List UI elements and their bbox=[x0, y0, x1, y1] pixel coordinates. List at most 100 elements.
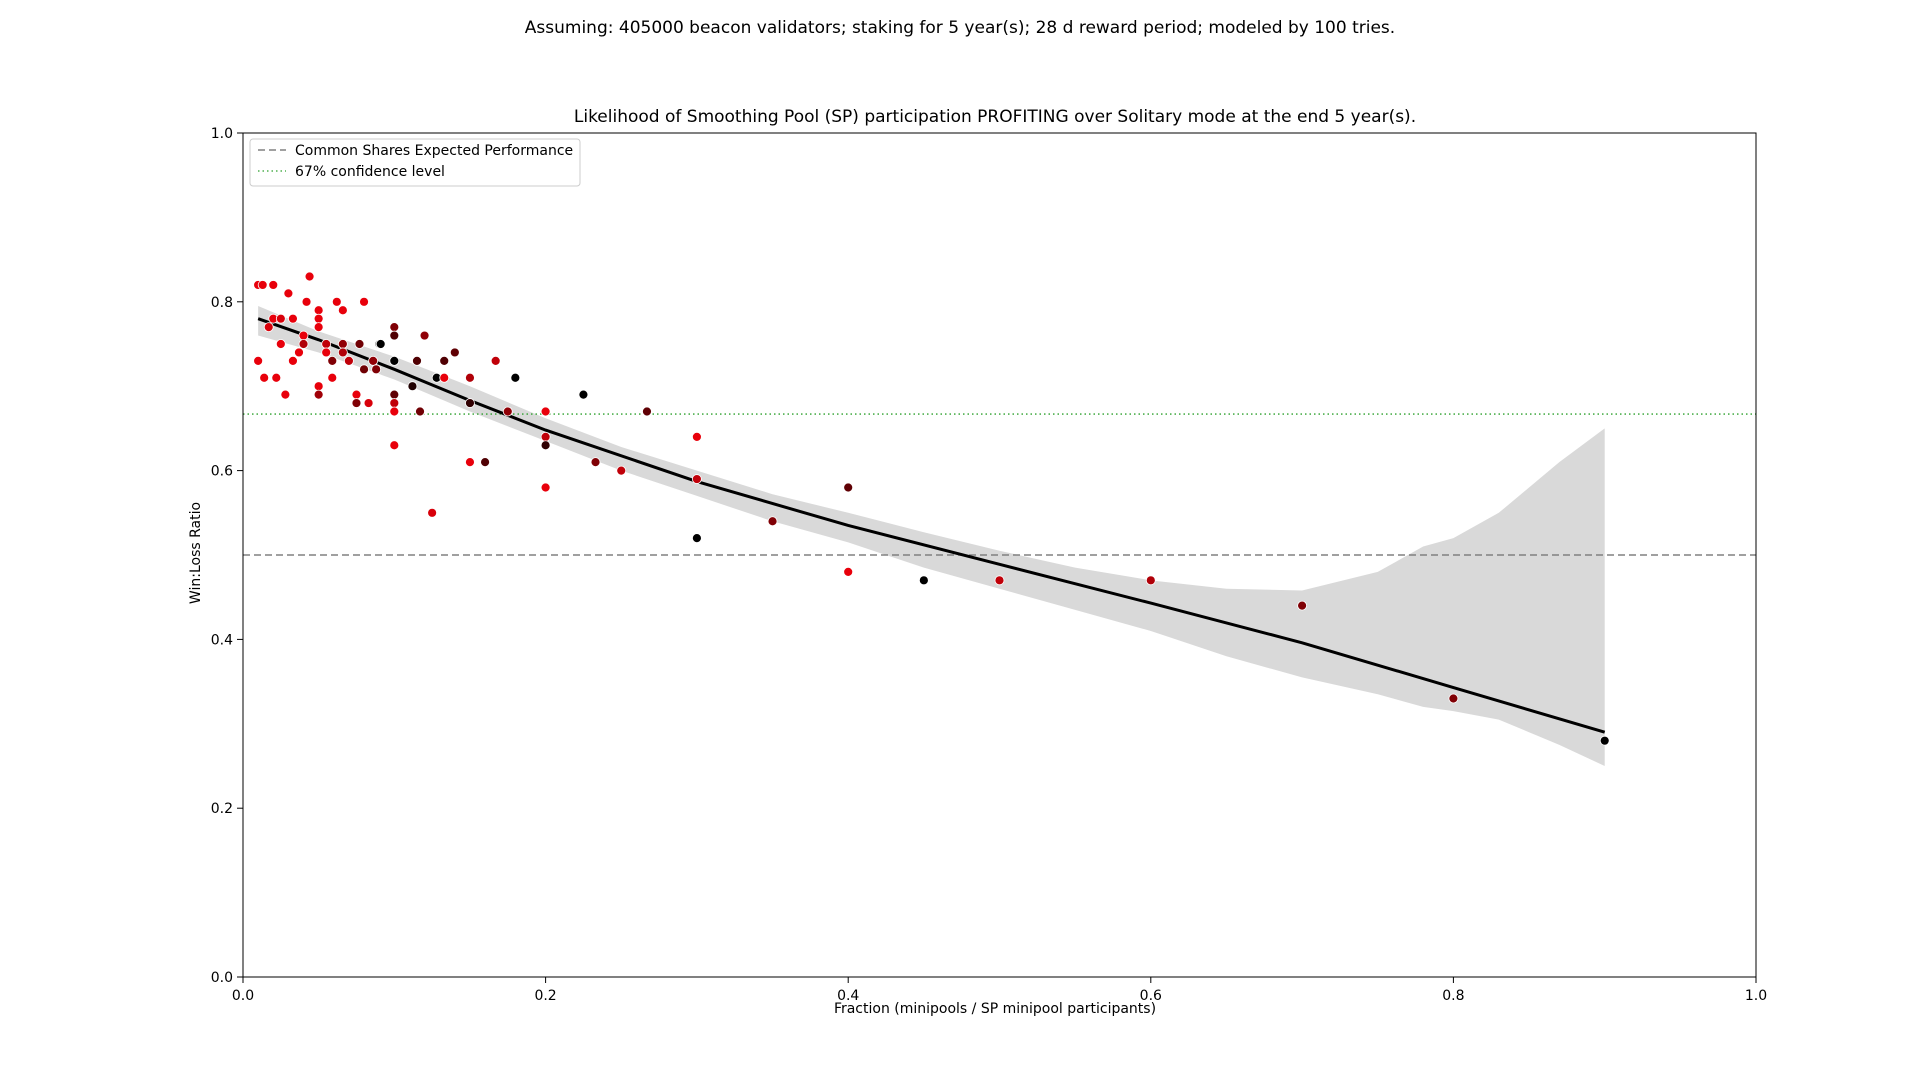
data-point bbox=[371, 364, 382, 375]
data-point bbox=[288, 355, 298, 366]
confidence-band bbox=[258, 306, 1605, 766]
plot-area-frame bbox=[242, 132, 1757, 978]
data-point bbox=[490, 355, 501, 366]
y-tick-label: 0.8 bbox=[211, 295, 233, 311]
data-point bbox=[298, 339, 309, 349]
data-point bbox=[351, 389, 362, 400]
data-point bbox=[327, 372, 338, 383]
x-tick-label: 1.0 bbox=[1745, 988, 1767, 1004]
data-point bbox=[313, 313, 324, 324]
data-point bbox=[994, 575, 1005, 586]
data-point bbox=[253, 355, 264, 366]
data-point bbox=[642, 406, 652, 417]
data-point bbox=[375, 339, 386, 349]
data-point bbox=[843, 566, 854, 577]
data-point bbox=[294, 347, 304, 358]
data-point bbox=[351, 398, 362, 408]
data-point bbox=[389, 322, 400, 333]
data-point bbox=[1145, 575, 1156, 586]
data-point bbox=[257, 280, 268, 290]
data-point bbox=[1599, 735, 1610, 746]
x-tick-label: 0.6 bbox=[1140, 988, 1162, 1004]
data-point bbox=[427, 507, 438, 518]
data-point bbox=[363, 398, 374, 408]
data-point bbox=[439, 355, 450, 366]
y-tick-label: 1.0 bbox=[211, 126, 233, 142]
x-tick-label: 0.0 bbox=[232, 988, 254, 1004]
data-point bbox=[616, 465, 627, 476]
data-point bbox=[465, 398, 475, 408]
data-point bbox=[389, 330, 400, 341]
confidence-band-layer bbox=[258, 306, 1605, 766]
data-point bbox=[298, 330, 309, 341]
data-point bbox=[321, 339, 332, 349]
y-tick-label: 0.4 bbox=[211, 632, 233, 648]
data-point bbox=[540, 482, 551, 493]
data-point bbox=[313, 381, 324, 392]
points-layer bbox=[253, 271, 1610, 746]
data-point bbox=[283, 288, 294, 299]
data-point bbox=[389, 389, 400, 400]
data-point bbox=[389, 355, 400, 366]
x-tick-label: 0.4 bbox=[837, 988, 859, 1004]
data-point bbox=[271, 372, 282, 383]
data-point bbox=[692, 533, 702, 544]
y-tick-label: 0.6 bbox=[211, 464, 233, 480]
data-point bbox=[540, 440, 551, 451]
data-point bbox=[419, 330, 430, 341]
data-point bbox=[275, 339, 286, 349]
data-point bbox=[767, 516, 778, 527]
data-point bbox=[313, 305, 324, 316]
legend-label: 67% confidence level bbox=[295, 164, 445, 180]
data-point bbox=[449, 347, 460, 358]
data-point bbox=[1297, 600, 1307, 611]
data-point bbox=[288, 313, 298, 324]
data-point bbox=[337, 305, 348, 316]
data-point bbox=[337, 347, 348, 358]
data-point bbox=[327, 355, 338, 366]
y-tick-label: 0.2 bbox=[211, 801, 233, 817]
legend: Common Shares Expected Performance 67% co… bbox=[249, 138, 581, 187]
chart-title: Likelihood of Smoothing Pool (SP) partic… bbox=[574, 107, 1416, 127]
data-point bbox=[304, 271, 315, 282]
data-point bbox=[510, 372, 521, 383]
data-point bbox=[280, 389, 291, 400]
data-point bbox=[692, 431, 702, 442]
data-point bbox=[337, 339, 348, 349]
data-point bbox=[439, 372, 450, 383]
data-point bbox=[412, 355, 422, 366]
x-tick-label: 0.2 bbox=[534, 988, 556, 1004]
data-point bbox=[354, 339, 365, 349]
reference-lines-layer bbox=[243, 413, 1756, 556]
data-point bbox=[331, 296, 342, 307]
data-point bbox=[275, 313, 286, 324]
regression-line-layer bbox=[257, 317, 1606, 734]
y-axis-ticks: 0.0 0.2 0.4 0.6 0.8 1.0 bbox=[211, 126, 243, 986]
legend-box bbox=[249, 138, 581, 187]
data-point bbox=[263, 322, 274, 333]
y-axis-label: Win:Loss Ratio bbox=[188, 502, 204, 604]
data-point bbox=[1448, 693, 1459, 704]
legend-label: Common Shares Expected Performance bbox=[295, 143, 573, 159]
data-point bbox=[843, 482, 854, 493]
data-point bbox=[578, 389, 589, 400]
y-tick-label: 0.0 bbox=[211, 970, 233, 986]
data-point bbox=[407, 381, 418, 392]
data-point bbox=[368, 355, 379, 366]
x-axis-label: Fraction (minipools / SP minipool partic… bbox=[834, 1001, 1156, 1017]
x-axis-ticks: 0.0 0.2 0.4 0.6 0.8 1.0 bbox=[232, 977, 1767, 1004]
data-point bbox=[590, 457, 601, 468]
figure-suptitle: Assuming: 405000 beacon validators; stak… bbox=[524, 18, 1396, 38]
data-point bbox=[389, 398, 400, 408]
data-point bbox=[540, 431, 551, 442]
data-point bbox=[415, 406, 425, 417]
regression-line bbox=[257, 317, 1606, 734]
data-point bbox=[918, 575, 929, 586]
data-point bbox=[502, 406, 513, 417]
data-point bbox=[692, 474, 702, 484]
data-point bbox=[540, 406, 551, 417]
x-tick-label: 0.8 bbox=[1442, 988, 1464, 1004]
data-point bbox=[268, 280, 279, 290]
data-point bbox=[389, 440, 400, 451]
